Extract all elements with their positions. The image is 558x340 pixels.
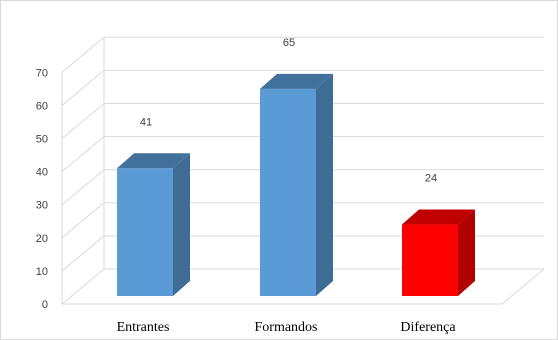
bar-front bbox=[260, 88, 316, 296]
category-labels: Entrantes Formandos Diferença bbox=[117, 320, 457, 335]
y-tick-label: 10 bbox=[36, 266, 48, 278]
gridline-diagonal bbox=[61, 70, 105, 106]
y-tick-label: 30 bbox=[36, 200, 48, 212]
gridline-diagonal bbox=[61, 202, 105, 239]
category-label: Formandos bbox=[255, 320, 318, 335]
y-tick-label: 60 bbox=[36, 100, 48, 112]
bar-top bbox=[117, 153, 190, 169]
gridline-diagonal bbox=[61, 36, 105, 73]
bar-entrantes bbox=[117, 153, 190, 296]
bar-front bbox=[117, 168, 173, 296]
data-label: 41 bbox=[140, 116, 152, 128]
y-tick-label: 70 bbox=[36, 67, 48, 79]
y-tick-label: 50 bbox=[36, 134, 48, 146]
y-tick-labels: 0 10 20 30 40 50 60 70 bbox=[36, 67, 48, 311]
category-label: Diferença bbox=[400, 320, 456, 335]
y-tick-label: 0 bbox=[42, 299, 48, 311]
gridline-diagonal bbox=[61, 169, 105, 206]
data-label: 24 bbox=[425, 173, 437, 185]
axes bbox=[61, 37, 545, 305]
y-tick-label: 40 bbox=[36, 167, 48, 179]
floor-right-edge bbox=[501, 268, 545, 305]
bars bbox=[117, 73, 475, 296]
data-labels: 41 65 24 bbox=[140, 37, 437, 185]
bar-diferenca bbox=[402, 209, 475, 296]
gridline-diagonal bbox=[61, 235, 105, 272]
gridline-diagonal bbox=[61, 268, 105, 305]
bar-top bbox=[402, 209, 475, 225]
gridline-diagonal bbox=[61, 103, 105, 139]
category-label: Entrantes bbox=[117, 320, 170, 335]
bar-side bbox=[458, 209, 475, 296]
bar-side bbox=[316, 73, 333, 296]
gridline-diagonal bbox=[61, 136, 105, 172]
bar-front bbox=[402, 224, 458, 296]
y-tick-label: 20 bbox=[36, 233, 48, 245]
data-label: 65 bbox=[283, 37, 295, 49]
bar-formandos bbox=[260, 73, 333, 296]
bar-top bbox=[260, 73, 333, 89]
bar-side bbox=[173, 153, 190, 296]
